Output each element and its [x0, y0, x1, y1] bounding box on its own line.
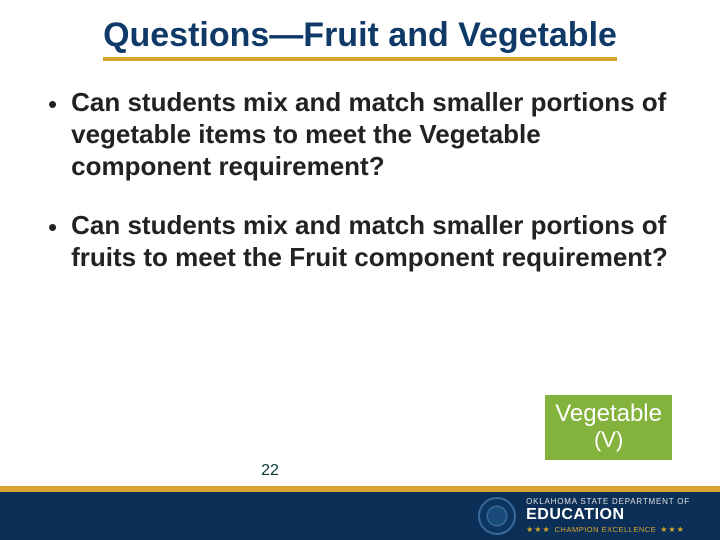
logo-text-block: OKLAHOMA STATE DEPARTMENT OF EDUCATION ★… [526, 498, 690, 534]
bullet-item: • Can students mix and match smaller por… [48, 210, 672, 273]
page-number: 22 [261, 462, 279, 479]
logo-line-2: EDUCATION [526, 507, 690, 523]
bullet-marker: • [48, 87, 71, 182]
state-seal-icon [478, 497, 516, 535]
footer-bar: OKLAHOMA STATE DEPARTMENT OF EDUCATION ★… [0, 486, 720, 540]
bullet-item: • Can students mix and match smaller por… [48, 87, 672, 182]
vegetable-callout: Vegetable (V) [545, 395, 672, 460]
content-region: • Can students mix and match smaller por… [0, 61, 720, 274]
logo-line-3: ★★★ CHAMPION EXCELLENCE ★★★ [526, 526, 690, 534]
bullet-marker: • [48, 210, 71, 273]
bullet-text: Can students mix and match smaller porti… [71, 87, 672, 182]
slide-title: Questions—Fruit and Vegetable [103, 16, 617, 61]
callout-label: Vegetable [555, 400, 662, 427]
logo-line-1: OKLAHOMA STATE DEPARTMENT OF [526, 498, 690, 506]
logo-tagline: CHAMPION EXCELLENCE [555, 526, 657, 534]
bullet-text: Can students mix and match smaller porti… [71, 210, 672, 273]
page-number-region: 22 [0, 462, 720, 480]
callout-sub: (V) [555, 428, 662, 452]
star-icon: ★★★ [526, 526, 551, 534]
title-region: Questions—Fruit and Vegetable [0, 0, 720, 61]
footer-logo: OKLAHOMA STATE DEPARTMENT OF EDUCATION ★… [478, 497, 690, 535]
star-icon: ★★★ [660, 526, 685, 534]
